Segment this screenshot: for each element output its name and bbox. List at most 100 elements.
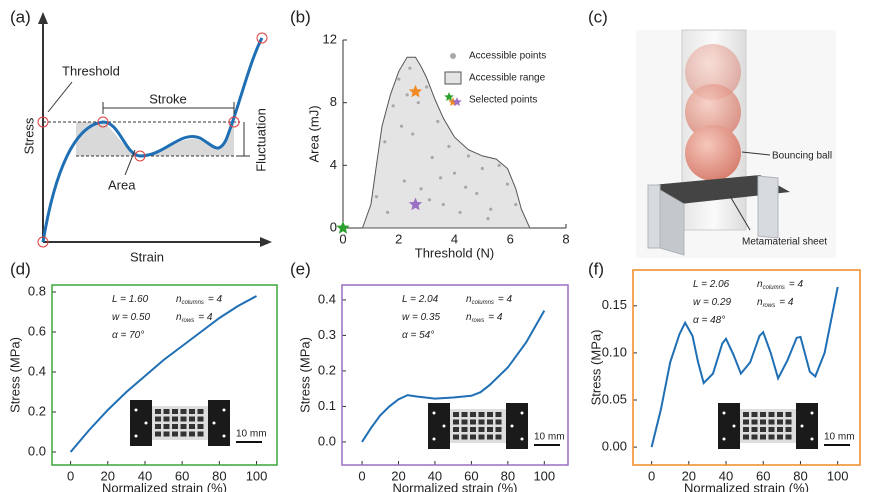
parameter: w = 0.29 xyxy=(693,297,732,308)
parameter-part: = 4 xyxy=(208,294,223,305)
specimen xyxy=(428,403,528,449)
parameter-part: w = 0.29 xyxy=(693,297,732,308)
y-tick-label: 0.0 xyxy=(318,433,336,448)
parameter-part: = 4 xyxy=(779,297,794,308)
legend-label: Selected points xyxy=(469,95,537,106)
selected-point xyxy=(408,84,423,98)
parameter-part: w = 0.35 xyxy=(402,312,441,323)
x-tick-label: 60 xyxy=(464,468,478,483)
curve xyxy=(41,37,264,243)
point xyxy=(458,210,462,214)
specimen-cell xyxy=(478,412,485,417)
specimen xyxy=(718,403,818,449)
specimen-cell xyxy=(180,416,187,422)
specimen-cell xyxy=(495,419,502,425)
x-axis-label: Threshold (N) xyxy=(415,245,494,260)
point xyxy=(430,155,434,160)
selected-point xyxy=(408,197,423,211)
specimen-cell xyxy=(760,412,766,417)
parameter-part: = 4 xyxy=(498,294,513,305)
specimen-cell xyxy=(751,427,758,432)
point xyxy=(447,144,451,149)
specimen-cell xyxy=(470,412,476,417)
parameter-part: n xyxy=(176,312,182,323)
specimen-cell xyxy=(743,427,749,432)
specimen-cell xyxy=(155,431,161,437)
y-tick-label: 0.3 xyxy=(318,327,336,342)
specimen-cell xyxy=(487,427,493,432)
specimen-cell xyxy=(189,409,195,414)
scale-bar-label: 10 mm xyxy=(236,429,267,440)
panel-label: (f) xyxy=(588,259,604,278)
x-tick-label: 40 xyxy=(719,468,733,483)
point xyxy=(402,179,406,183)
specimen-cell xyxy=(453,419,459,425)
point xyxy=(452,171,457,175)
hole xyxy=(222,408,226,412)
legend-swatch xyxy=(452,97,462,106)
parameter-part: L = 2.04 xyxy=(402,294,439,305)
selected-point xyxy=(336,221,350,234)
legend-label: Accessible points xyxy=(469,51,546,62)
x-tick-label: 0 xyxy=(67,468,74,483)
specimen-cell xyxy=(163,431,170,437)
parameter: L = 1.60 xyxy=(112,294,149,305)
marker xyxy=(37,236,49,248)
x-axis-label: Normalized strain (%) xyxy=(393,480,518,492)
specimen-cell xyxy=(777,419,783,425)
legend-label: Accessible range xyxy=(469,73,546,84)
parameter: nrows = 4 xyxy=(757,297,794,309)
specimen-cell xyxy=(785,419,792,425)
specimen-cell xyxy=(155,409,161,414)
specimen-cell xyxy=(470,419,476,425)
y-tick-label: 0.6 xyxy=(28,323,46,338)
hole xyxy=(800,424,804,428)
y-tick-label: 0.1 xyxy=(318,398,336,413)
y-tick-label: 4 xyxy=(330,157,337,172)
hole xyxy=(134,434,138,438)
specimen-cell xyxy=(180,424,187,429)
area-fill xyxy=(76,122,234,156)
specimen-grip xyxy=(428,403,450,449)
y-axis-label: Area (mJ) xyxy=(306,105,321,162)
specimen-cell xyxy=(478,419,485,425)
y-tick-label: 0.0 xyxy=(28,443,46,458)
parameter-part: n xyxy=(757,297,763,308)
parameter-part: n xyxy=(757,279,763,290)
specimen-cell xyxy=(785,434,792,440)
parameter-part: rows xyxy=(763,303,776,309)
scale-bar-label: 10 mm xyxy=(824,432,855,443)
point xyxy=(411,132,415,136)
point xyxy=(486,217,490,221)
x-tick-label: 8 xyxy=(562,231,569,246)
specimen-cell xyxy=(461,434,468,440)
specimen-grip xyxy=(208,400,230,446)
specimen-cell xyxy=(172,431,178,437)
curve xyxy=(361,310,546,443)
x-tick-label: 40 xyxy=(138,468,152,483)
pointer xyxy=(741,151,771,156)
y-tick-label: 0.4 xyxy=(318,291,336,306)
panel-label: (a) xyxy=(10,7,31,26)
parameter-part: = 4 xyxy=(789,279,804,290)
hole xyxy=(432,411,436,415)
specimen-cell xyxy=(155,416,161,422)
specimen-cell xyxy=(743,412,749,417)
hole xyxy=(810,437,814,441)
point xyxy=(441,202,445,207)
curve xyxy=(650,286,839,448)
marker xyxy=(228,116,240,128)
y-tick-label: 0.8 xyxy=(28,283,46,298)
legend-swatch xyxy=(448,97,458,106)
specimen-cell xyxy=(453,412,459,417)
specimen-cell xyxy=(470,434,476,440)
frame xyxy=(341,284,569,466)
x-tick-label: 100 xyxy=(827,468,849,483)
hole xyxy=(222,434,226,438)
specimen-cell xyxy=(453,427,459,432)
specimen-cell xyxy=(478,434,485,440)
specimen-cell xyxy=(461,427,468,432)
hole xyxy=(144,421,148,425)
point xyxy=(416,101,420,105)
hole xyxy=(722,437,726,441)
